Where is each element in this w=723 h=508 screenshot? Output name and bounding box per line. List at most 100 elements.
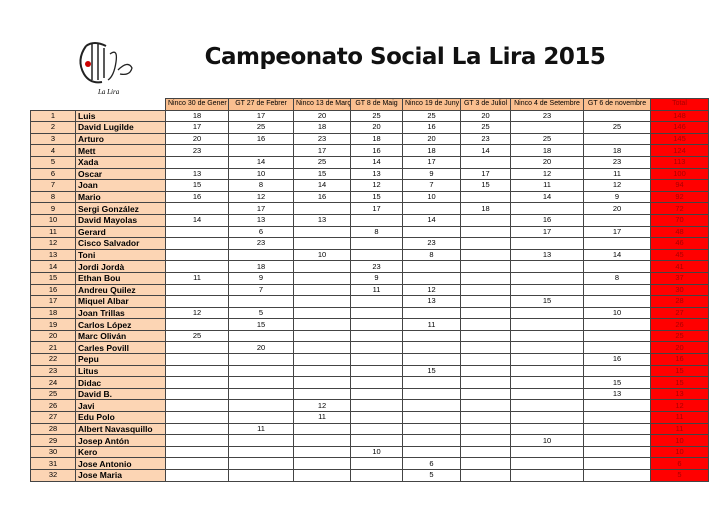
score-cell — [293, 260, 351, 273]
rank-cell: 13 — [30, 248, 76, 262]
score-cell — [402, 387, 461, 401]
total-cell: 46 — [650, 237, 709, 250]
score-cell — [228, 434, 294, 447]
score-cell — [510, 318, 584, 331]
name-cell: Joan — [75, 179, 166, 192]
score-cell — [350, 318, 403, 331]
logo: La Lira — [79, 42, 133, 96]
total-cell: 113 — [650, 155, 709, 169]
score-cell — [510, 283, 584, 297]
score-cell — [165, 318, 229, 331]
score-cell: 14 — [402, 213, 461, 227]
score-cell — [228, 364, 294, 378]
score-cell — [165, 202, 229, 215]
total-cell: 41 — [650, 260, 709, 273]
score-cell — [165, 469, 229, 482]
score-cell — [510, 376, 584, 389]
score-cell — [510, 364, 584, 378]
score-cell: 25 — [293, 155, 351, 169]
score-cell: 9 — [228, 271, 294, 285]
table-row: 16 Andreu Quilez 7 11 12 30 — [30, 283, 709, 297]
score-cell — [460, 457, 511, 470]
score-cell — [510, 121, 584, 134]
score-cell: 25 — [165, 329, 229, 343]
header-row: Ninco 30 de Gener GT 27 de Febrer Ninco 13… — [30, 98, 709, 111]
score-cell — [402, 411, 461, 424]
score-cell: 23 — [510, 109, 584, 123]
name-cell: Litus — [75, 364, 166, 378]
rank-cell: 16 — [30, 283, 76, 297]
table-row: 21 Carles Povill 20 20 — [30, 341, 709, 355]
rank-cell: 10 — [30, 213, 76, 227]
score-cell — [460, 295, 511, 308]
score-cell — [460, 341, 511, 355]
score-cell: 25 — [460, 121, 511, 134]
column-header: Ninco 30 de Gener — [165, 98, 229, 111]
score-cell — [510, 271, 584, 285]
total-cell: 27 — [650, 306, 709, 320]
score-cell: 14 — [350, 155, 403, 169]
score-cell — [165, 387, 229, 401]
score-cell — [228, 387, 294, 401]
score-cell — [165, 457, 229, 470]
score-cell: 15 — [350, 190, 403, 204]
score-cell — [510, 329, 584, 343]
total-cell: 148 — [650, 109, 709, 123]
name-cell: David Mayolas — [75, 213, 166, 227]
score-cell: 13 — [402, 295, 461, 308]
rank-cell: 20 — [30, 329, 76, 343]
score-cell — [402, 422, 461, 436]
score-cell: 11 — [583, 167, 651, 181]
name-cell: Jose Antonio — [75, 457, 166, 470]
table-row: 4 Mett 23 17 16 18 14 18 18 124 — [30, 144, 709, 157]
score-cell: 6 — [402, 457, 461, 470]
score-cell — [350, 306, 403, 320]
score-cell: 15 — [165, 179, 229, 192]
score-cell — [165, 445, 229, 459]
score-cell: 15 — [510, 295, 584, 308]
score-cell — [460, 260, 511, 273]
score-cell: 16 — [402, 121, 461, 134]
score-cell — [350, 364, 403, 378]
score-cell — [402, 445, 461, 459]
table-row: 12 Cisco Salvador 23 23 46 — [30, 237, 709, 250]
score-cell — [165, 399, 229, 413]
rank-cell: 27 — [30, 411, 76, 424]
table-row: 23 Litus 15 15 — [30, 364, 709, 378]
table-row: 32 Jose Maria 5 5 — [30, 469, 709, 482]
name-cell: David B. — [75, 387, 166, 401]
score-cell — [350, 469, 403, 482]
score-cell: 17 — [460, 167, 511, 181]
score-cell: 5 — [402, 469, 461, 482]
score-cell: 23 — [583, 155, 651, 169]
score-cell — [165, 225, 229, 239]
score-cell — [510, 387, 584, 401]
score-cell — [293, 434, 351, 447]
score-cell — [583, 318, 651, 331]
score-cell: 11 — [510, 179, 584, 192]
score-cell — [350, 422, 403, 436]
score-cell — [293, 422, 351, 436]
score-cell: 7 — [228, 283, 294, 297]
score-cell: 12 — [228, 190, 294, 204]
table-row: 26 Javi 12 12 — [30, 399, 709, 413]
score-cell — [583, 109, 651, 123]
score-cell — [583, 364, 651, 378]
total-cell: 15 — [650, 364, 709, 378]
score-cell — [165, 376, 229, 389]
score-cell — [293, 271, 351, 285]
table-row: 18 Joan Trillas 12 5 10 27 — [30, 306, 709, 320]
column-header: Ninco 19 de Juny — [402, 98, 461, 111]
table-row: 13 Toni 10 8 13 14 45 — [30, 248, 709, 262]
score-cell — [460, 237, 511, 250]
total-cell: 45 — [650, 248, 709, 262]
score-cell — [165, 353, 229, 366]
total-cell: 146 — [650, 121, 709, 134]
score-cell: 17 — [510, 225, 584, 239]
score-cell: 23 — [165, 144, 229, 157]
score-cell — [460, 329, 511, 343]
name-cell: Edu Polo — [75, 411, 166, 424]
score-cell: 17 — [350, 202, 403, 215]
rank-cell: 21 — [30, 341, 76, 355]
score-cell — [460, 353, 511, 366]
